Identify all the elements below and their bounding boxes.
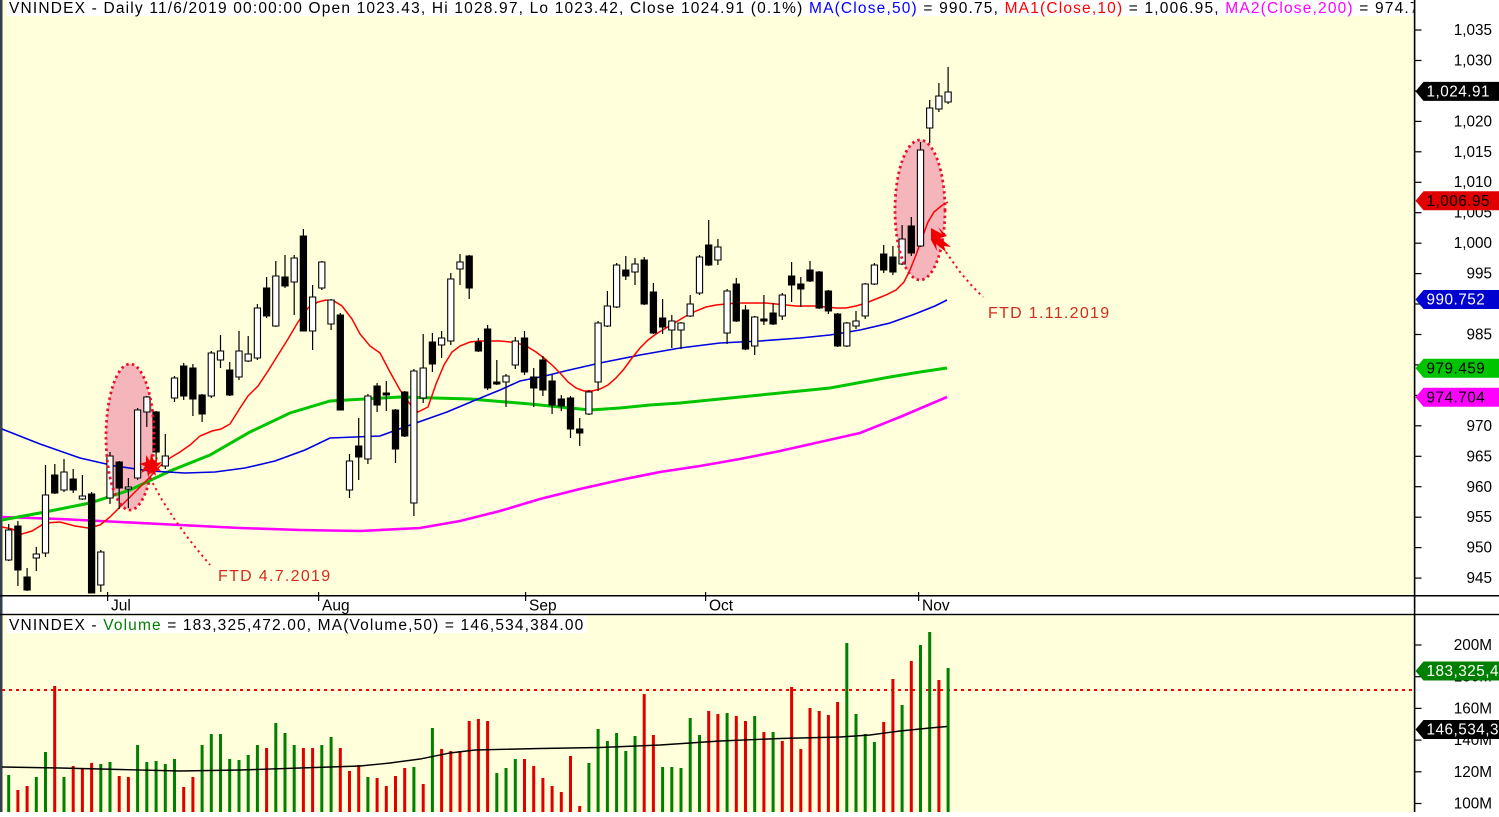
svg-text:1,024.91: 1,024.91 [1427,84,1491,101]
svg-text:970: 970 [1466,418,1492,435]
svg-text:Oct: Oct [709,598,734,615]
svg-text:995: 995 [1466,266,1492,283]
svg-text:1,000: 1,000 [1454,235,1492,252]
svg-text:120M: 120M [1454,764,1492,781]
svg-text:979.459: 979.459 [1427,360,1486,377]
svg-text:985: 985 [1466,327,1492,344]
svg-text:1,030: 1,030 [1454,53,1492,70]
svg-text:200M: 200M [1454,637,1492,654]
svg-text:FTD 1.11.2019: FTD 1.11.2019 [988,305,1110,322]
svg-text:VNINDEX - Volume = 183,325,472: VNINDEX - Volume = 183,325,472.00, MA(Vo… [9,617,584,634]
svg-text:1,010: 1,010 [1454,174,1492,191]
svg-text:965: 965 [1466,448,1492,465]
svg-text:VNINDEX - Daily 11/6/2019 00:0: VNINDEX - Daily 11/6/2019 00:00:00 Open … [9,0,1429,17]
svg-text:1,015: 1,015 [1454,144,1492,161]
svg-text:1,035: 1,035 [1454,22,1492,39]
svg-text:Nov: Nov [922,598,950,615]
svg-text:950: 950 [1466,540,1492,557]
svg-text:1,020: 1,020 [1454,113,1492,130]
svg-text:974.704: 974.704 [1427,389,1486,406]
svg-text:FTD 4.7.2019: FTD 4.7.2019 [218,568,331,585]
svg-text:1,006.95: 1,006.95 [1427,193,1491,210]
svg-text:955: 955 [1466,509,1492,526]
svg-text:945: 945 [1466,570,1492,587]
svg-text:183,325,4: 183,325,4 [1427,663,1499,680]
svg-text:960: 960 [1466,479,1492,496]
svg-text:160M: 160M [1454,700,1492,717]
svg-text:100M: 100M [1454,796,1492,813]
svg-text:Jul: Jul [111,598,131,615]
svg-text:146,534,3: 146,534,3 [1427,722,1499,739]
svg-text:Sep: Sep [529,598,557,615]
svg-text:990.752: 990.752 [1427,292,1486,309]
svg-text:Aug: Aug [322,598,350,615]
